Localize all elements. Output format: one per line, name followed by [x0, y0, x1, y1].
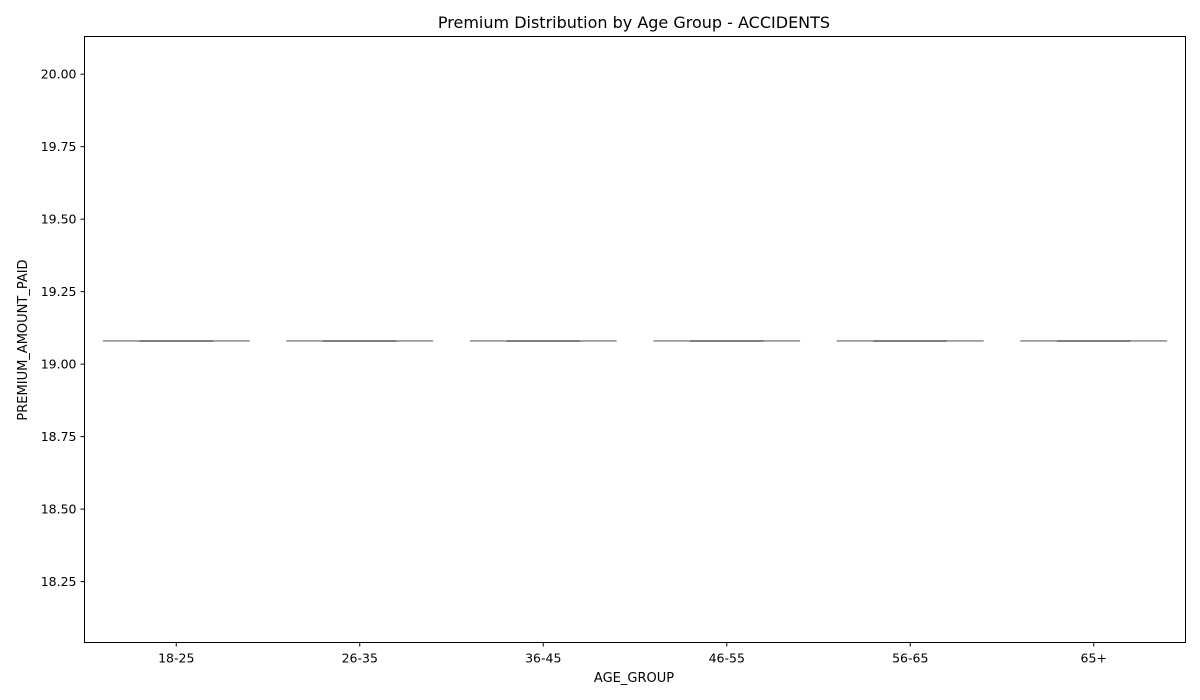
x-tick-label: 65+ [1081, 651, 1107, 666]
y-tick-label: 20.00 [41, 67, 77, 82]
y-tick-label: 18.25 [41, 574, 77, 589]
x-axis-title: AGE_GROUP [594, 671, 674, 686]
y-axis: 18.25 18.50 18.75 19.00 19.25 19.50 19.75 20.00 [41, 67, 85, 589]
plot-area-frame [84, 36, 1186, 643]
x-axis: 18-25 26-35 36-45 46-55 56-65 65+ [158, 642, 1107, 666]
y-tick-label: 19.25 [41, 284, 77, 299]
chart-title: Premium Distribution by Age Group - ACCI… [438, 13, 830, 32]
y-tick-label: 19.50 [41, 212, 77, 227]
x-tick-label: 26-35 [342, 651, 378, 666]
x-tick-label: 56-65 [892, 651, 928, 666]
x-tick-label: 46-55 [709, 651, 745, 666]
y-tick-label: 18.50 [41, 502, 77, 517]
x-tick-label: 36-45 [525, 651, 561, 666]
y-axis-title: PREMIUM_AMOUNT_PAID [16, 259, 31, 420]
y-tick-label: 19.00 [41, 357, 77, 372]
y-tick-label: 19.75 [41, 139, 77, 154]
y-tick-label: 18.75 [41, 429, 77, 444]
x-tick-label: 18-25 [158, 651, 194, 666]
